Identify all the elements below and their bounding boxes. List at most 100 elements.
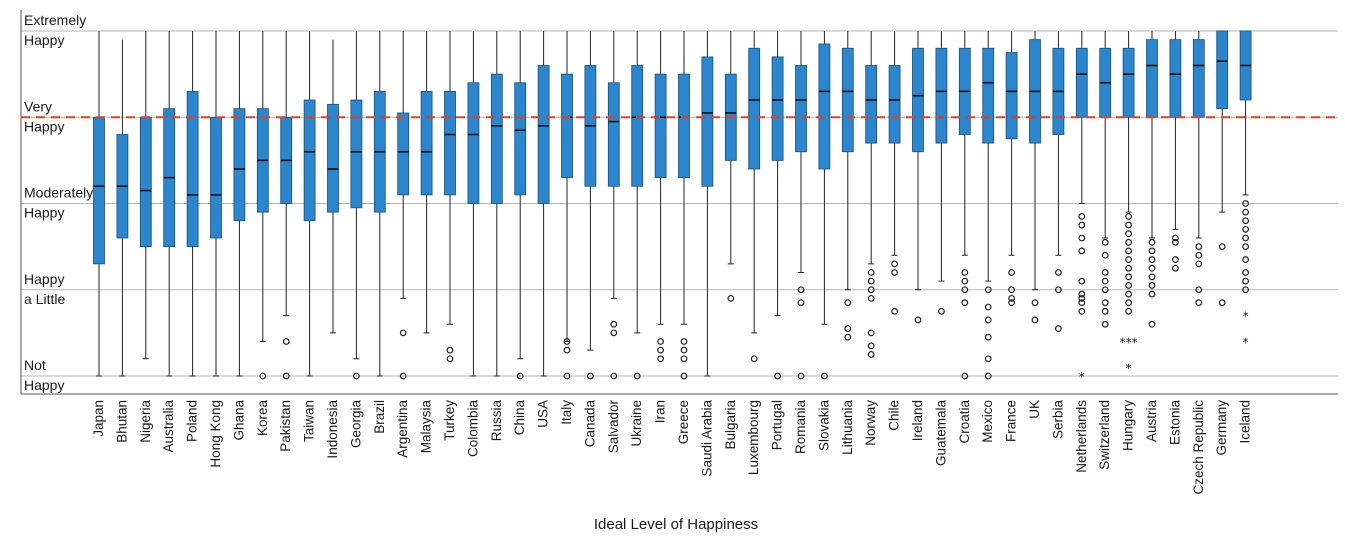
extreme-outlier: * (1243, 310, 1249, 324)
iqr-box (93, 116, 105, 265)
outlier-point (844, 333, 852, 341)
iqr-box (935, 47, 948, 144)
outlier-point (984, 286, 992, 294)
outlier-point (867, 269, 875, 276)
x-tick-label: France (1004, 400, 1019, 442)
outlier-point (1171, 256, 1179, 263)
outlier-point (680, 355, 688, 363)
y-tick-label: Very (24, 98, 52, 114)
box-australia (163, 31, 176, 377)
box-russia (490, 31, 503, 377)
outlier-point (1148, 247, 1156, 255)
outlier-point (657, 355, 664, 363)
x-axis-title: Ideal Level of Happiness (594, 516, 758, 533)
box-france (1005, 31, 1018, 307)
iqr-box (490, 73, 503, 204)
x-tick-label: Malaysia (419, 400, 434, 454)
x-tick-label: Russia (489, 400, 504, 442)
outlier-point (680, 346, 688, 354)
x-tick-label: USA (536, 400, 551, 428)
box-usa (537, 31, 550, 377)
iqr-box (701, 56, 714, 187)
x-tick-label: Poland (185, 400, 200, 442)
box-austria (1146, 31, 1158, 328)
outlier-point (282, 338, 290, 345)
outlier-point (1242, 243, 1249, 251)
outlier-point (516, 372, 524, 380)
outlier-point (891, 307, 898, 315)
outlier-point (797, 299, 805, 307)
iqr-box (1146, 39, 1158, 118)
outlier-point (1078, 307, 1086, 315)
outlier-point (680, 372, 688, 380)
x-tick-label: Hong Kong (208, 400, 223, 468)
box-bulgaria (724, 31, 737, 302)
y-tick-label: Happy (24, 32, 64, 48)
outlier-point (680, 338, 688, 345)
iqr-box (795, 65, 807, 153)
outlier-point (1171, 238, 1179, 246)
outlier-point (563, 346, 571, 354)
outlier-point (938, 307, 945, 315)
outlier-point (1078, 221, 1086, 229)
box-korea (256, 31, 269, 380)
iqr-box (818, 43, 831, 170)
outlier-point (1054, 286, 1062, 294)
outlier-point (1195, 243, 1203, 251)
outlier-point (1195, 251, 1203, 259)
outlier-point (399, 372, 407, 380)
x-tick-label: Colombia (465, 400, 480, 458)
box-serbia (1052, 31, 1065, 332)
outlier-point (1125, 230, 1132, 238)
iqr-box (607, 82, 620, 187)
x-tick-label: Australia (161, 400, 176, 453)
box-canada (584, 31, 597, 380)
x-tick-label: Portugal (770, 400, 785, 450)
x-tick-label: China (512, 400, 527, 436)
iqr-box (748, 47, 761, 170)
outlier-point (399, 329, 407, 337)
outlier-point (1125, 213, 1132, 220)
outlier-point (1242, 286, 1249, 294)
x-tick-label: Guatemala (933, 400, 948, 467)
y-tick-label: Happy (24, 377, 64, 393)
box-netherlands (1075, 31, 1088, 315)
outlier-point (563, 338, 571, 345)
box-nigeria (139, 31, 152, 360)
outlier-point (1008, 269, 1015, 276)
x-tick-label: Romania (793, 400, 808, 455)
iqr-box (537, 65, 550, 204)
outlier-point (1054, 325, 1062, 332)
outlier-point (844, 299, 852, 307)
box-croatia (958, 31, 971, 380)
iqr-box (912, 47, 924, 153)
x-tick-label: Iran (653, 400, 668, 423)
box-mexico (982, 31, 995, 380)
iqr-box (561, 73, 573, 179)
x-tick-label: Pakistan (278, 400, 293, 452)
box-czech-republic (1192, 31, 1205, 307)
outlier-point (1078, 213, 1086, 220)
box-salvador (607, 31, 620, 380)
outlier-point (797, 372, 805, 380)
x-tick-label: Czech Republic (1191, 400, 1206, 495)
box-ireland (912, 31, 924, 324)
outlier-point (633, 372, 641, 380)
outlier-point (610, 372, 618, 380)
outlier-point (984, 372, 992, 380)
outlier-point (1195, 260, 1203, 268)
outlier-point (1242, 208, 1249, 216)
outlier-point (891, 269, 898, 276)
outlier-point (610, 320, 618, 328)
outlier-point (1031, 299, 1039, 307)
outlier-point (1101, 286, 1109, 294)
outlier-point (1078, 290, 1086, 298)
outlier-point (657, 346, 664, 354)
outlier-point (1148, 282, 1156, 289)
box-japan (93, 31, 105, 377)
y-tick-label: Happy (24, 205, 64, 221)
x-tick-label: Brazil (372, 400, 387, 434)
outlier-point (961, 299, 969, 307)
x-tick-label: Luxembourg (746, 400, 761, 475)
